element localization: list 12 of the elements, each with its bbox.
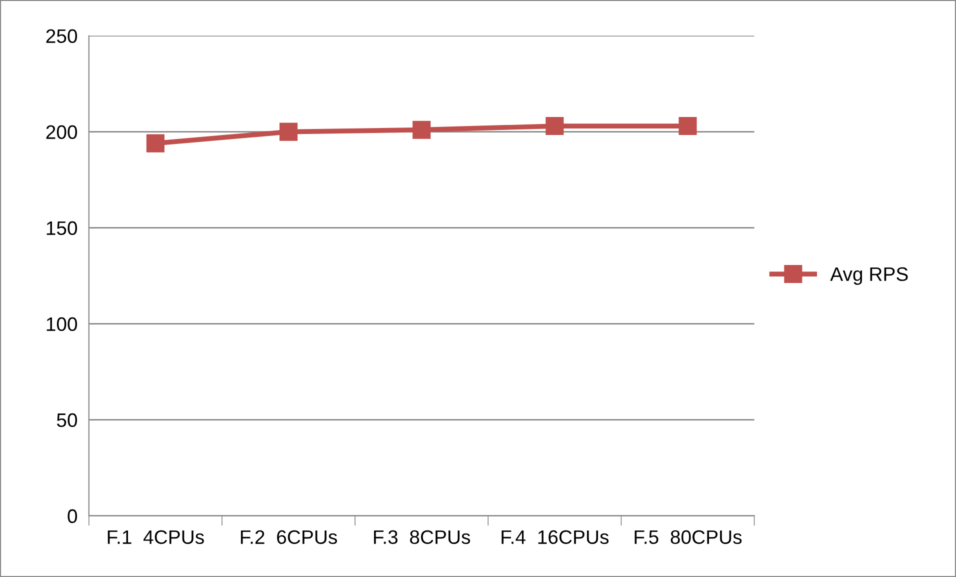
y-tick-label: 200 [46,125,78,140]
y-tick-label: 150 [46,221,78,236]
x-tick-label: F.1 4CPUs [108,530,204,544]
y-tick-label: 50 [56,413,78,428]
x-tick-label: F.5 80CPUs [634,530,742,544]
x-tick-label: F.4 16CPUs [502,530,609,544]
x-tick-label: F.3 8CPUs [374,530,470,544]
legend-label: Avg RPS [830,267,908,285]
x-tick-label: F.2 6CPUs [240,530,337,544]
y-tick-label: 100 [46,317,78,332]
y-tick-label: 0 [68,509,78,524]
y-tick-label: 250 [46,29,78,44]
